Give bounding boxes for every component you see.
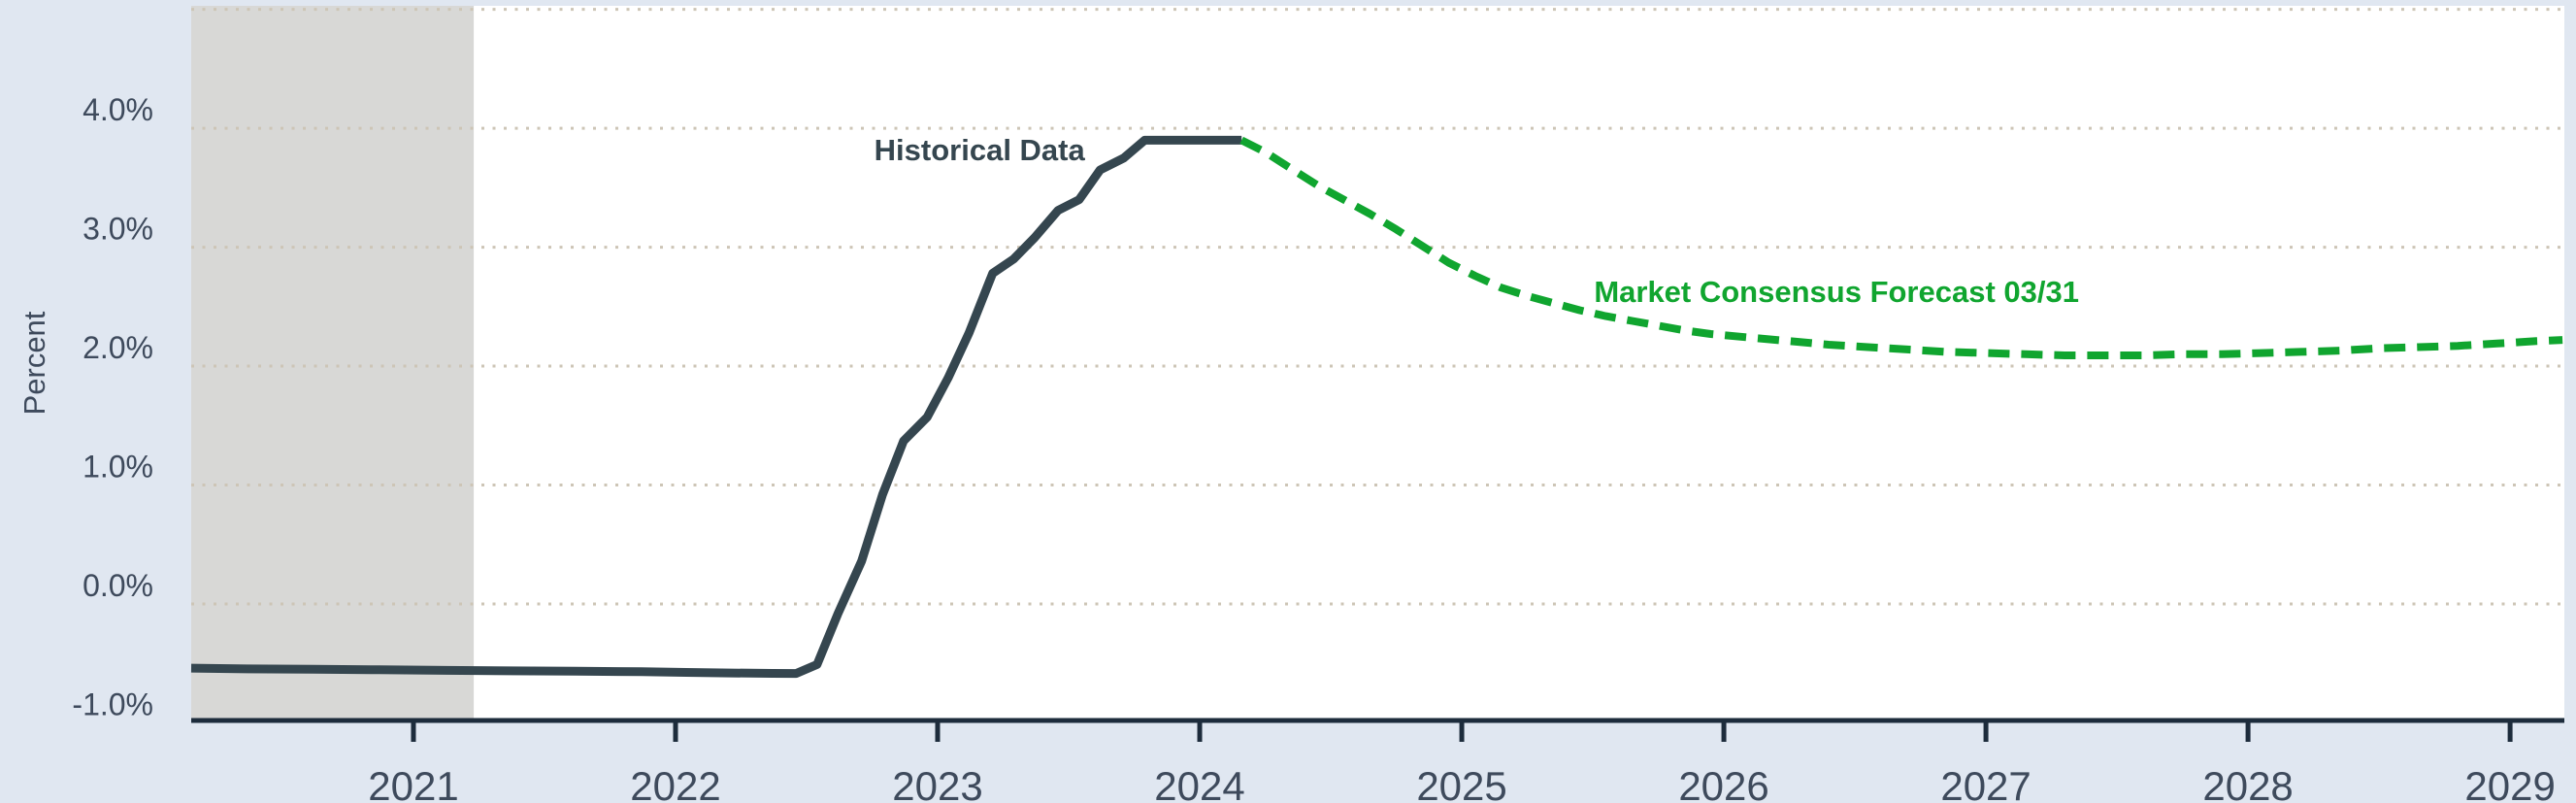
shaded-region [191,6,475,720]
x-tick-label: 2026 [1678,763,1768,803]
annotation-label: Market Consensus Forecast 03/31 [1594,275,2079,309]
x-tick-label: 2025 [1416,763,1506,803]
y-axis-ticks: 4.0% 3.0% 2.0% 1.0% 0.0% -1.0% [72,92,153,721]
y-tick-label: 3.0% [83,212,153,247]
x-tick-label: 2021 [368,763,458,803]
plot-area [191,6,2564,720]
x-tick-label: 2022 [630,763,720,803]
y-tick-label: 0.0% [83,568,153,603]
x-axis-ticks: 2021 2022 2023 2024 2025 2026 2027 2028 2029 [368,720,2556,803]
x-tick-label: 2029 [2464,763,2555,803]
x-tick-label: 2023 [892,763,982,803]
annotation-label: Historical Data [875,133,1086,167]
y-tick-label: 4.0% [83,92,153,127]
x-tick-label: 2028 [2202,763,2293,803]
x-tick-label: 2027 [1940,763,2031,803]
gridlines [191,8,2564,606]
forecast-line [1239,136,2563,359]
y-tick-label: 2.0% [83,330,153,365]
y-axis-title: Percent [17,311,51,415]
x-tick-label: 2024 [1154,763,1244,803]
y-tick-label: 1.0% [83,450,153,485]
y-tick-label: -1.0% [72,686,153,721]
historical-line [190,135,1242,679]
